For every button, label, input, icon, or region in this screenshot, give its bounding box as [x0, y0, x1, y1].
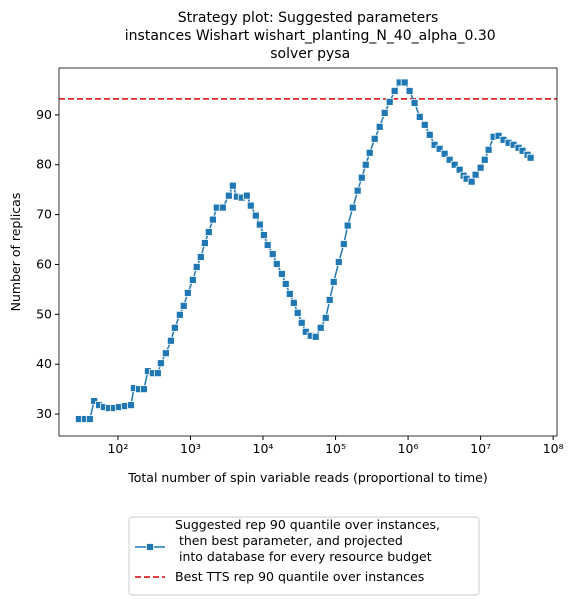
marker: [415, 112, 424, 121]
chart-title: Strategy plot: Suggested parameters inst…: [120, 10, 495, 62]
marker: [277, 270, 286, 278]
marker: [179, 301, 188, 310]
marker: [183, 288, 192, 297]
legend-label: Suggested rep 90 quantile over instances…: [175, 517, 440, 564]
marker: [480, 155, 489, 164]
marker: [370, 134, 379, 143]
marker: [289, 298, 298, 307]
marker: [263, 241, 272, 249]
marker: [400, 78, 409, 87]
marker: [139, 385, 148, 394]
marker: [405, 87, 414, 95]
marker: [85, 415, 94, 423]
marker: [301, 327, 310, 336]
marker: [325, 295, 334, 304]
marker: [375, 122, 384, 131]
marker: [471, 170, 480, 179]
marker: [260, 231, 268, 239]
y-tick-label: 40: [36, 356, 52, 371]
marker: [246, 201, 255, 210]
marker: [430, 140, 439, 149]
marker: [281, 280, 290, 288]
marker: [339, 240, 348, 248]
marker: [518, 146, 527, 155]
marker: [357, 173, 366, 182]
marker: [156, 359, 165, 368]
marker: [224, 191, 233, 200]
marker: [316, 323, 325, 332]
marker: [440, 149, 449, 158]
marker: [272, 260, 281, 268]
marker: [188, 276, 197, 284]
marker: [200, 239, 209, 247]
marker: [255, 220, 264, 229]
plot-frame: [58, 67, 558, 437]
x-tick-label: 10²: [107, 441, 128, 456]
marker: [90, 397, 99, 405]
y-tick-label: 50: [36, 306, 52, 321]
marker: [218, 203, 227, 212]
marker: [127, 401, 135, 409]
y-tick-label: 30: [36, 406, 52, 421]
x-axis-label: Total number of spin variable reads (pro…: [127, 470, 488, 485]
marker: [476, 163, 485, 172]
marker: [204, 228, 213, 236]
marker: [365, 148, 374, 157]
marker: [175, 310, 184, 319]
marker: [242, 191, 251, 200]
x-tick-label: 10⁴: [253, 441, 274, 456]
marker: [526, 153, 535, 162]
marker: [353, 186, 362, 195]
y-axis-label: Number of replicas: [8, 193, 23, 312]
y-tick-label: 60: [36, 256, 52, 271]
legend-marker: [146, 543, 154, 551]
marker: [268, 250, 277, 258]
marker: [380, 108, 389, 117]
marker: [348, 203, 357, 212]
marker: [494, 131, 503, 140]
y-tick-label: 80: [36, 157, 52, 172]
marker: [435, 144, 444, 153]
marker: [420, 120, 429, 129]
marker: [385, 98, 394, 106]
x-tick-label: 10³: [180, 441, 201, 456]
marker: [334, 258, 343, 266]
marker: [293, 308, 302, 317]
x-tick-label: 10⁸: [543, 441, 564, 456]
legend-box: [128, 516, 480, 596]
marker: [321, 313, 330, 322]
marker: [343, 221, 352, 230]
marker: [196, 253, 205, 261]
legend-label: Best TTS rep 90 quantile over instances: [175, 569, 424, 584]
marker: [329, 278, 338, 286]
x-tick-label: 10⁵: [325, 441, 346, 456]
x-tick-label: 10⁷: [470, 441, 491, 456]
marker: [311, 332, 320, 341]
marker: [209, 215, 217, 224]
marker: [161, 349, 170, 358]
marker: [390, 87, 399, 95]
marker: [297, 318, 306, 327]
marker: [228, 181, 237, 190]
marker: [484, 145, 493, 154]
marker: [450, 160, 459, 169]
marker: [153, 369, 162, 378]
marker: [170, 323, 179, 332]
marker: [425, 130, 434, 139]
marker: [192, 263, 201, 271]
marker: [410, 99, 419, 107]
marker: [455, 165, 464, 174]
x-tick-label: 10⁶: [398, 441, 419, 456]
marker: [166, 336, 175, 345]
marker: [251, 211, 260, 220]
marker: [285, 289, 294, 298]
y-tick-label: 70: [36, 207, 52, 222]
marker: [361, 160, 370, 169]
marker: [467, 177, 476, 186]
marker: [445, 155, 454, 164]
y-tick-label: 90: [36, 107, 52, 122]
